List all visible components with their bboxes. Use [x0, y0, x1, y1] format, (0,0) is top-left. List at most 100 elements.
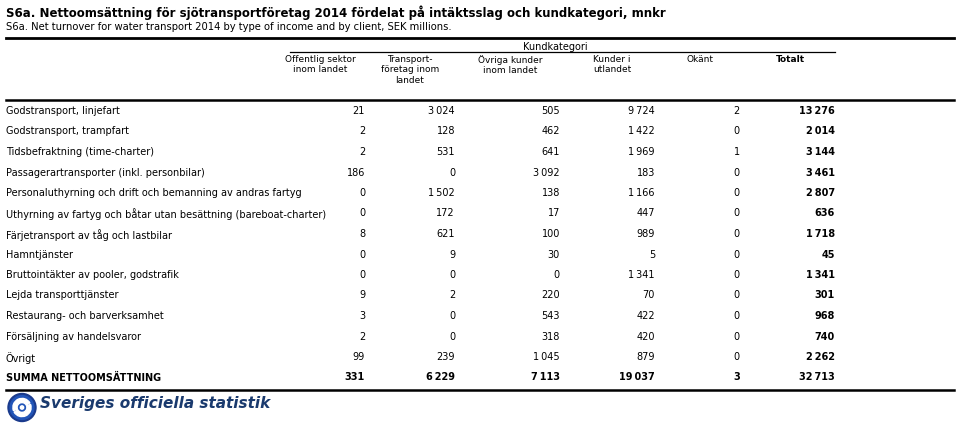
Text: Restaurang- och barverksamhet: Restaurang- och barverksamhet	[6, 311, 164, 321]
Text: 5: 5	[649, 249, 655, 259]
Text: 183: 183	[636, 167, 655, 178]
Text: Övrigt: Övrigt	[6, 352, 36, 364]
Text: 420: 420	[636, 332, 655, 341]
Text: 1: 1	[733, 147, 740, 157]
Text: 447: 447	[636, 209, 655, 218]
Text: 989: 989	[636, 229, 655, 239]
Text: 3: 3	[733, 373, 740, 382]
Text: 13 276: 13 276	[800, 106, 835, 116]
Circle shape	[8, 393, 36, 421]
Text: Lejda transporttjänster: Lejda transporttjänster	[6, 290, 118, 301]
Text: 3 144: 3 144	[806, 147, 835, 157]
Text: Personaluthyrning och drift och bemanning av andras fartyg: Personaluthyrning och drift och bemannin…	[6, 188, 301, 198]
Text: 2: 2	[448, 290, 455, 301]
Text: 0: 0	[733, 311, 740, 321]
Text: 968: 968	[815, 311, 835, 321]
Text: 331: 331	[345, 373, 365, 382]
Text: Kundkategori: Kundkategori	[522, 42, 588, 52]
Text: Totalt: Totalt	[776, 55, 804, 64]
Text: 70: 70	[642, 290, 655, 301]
Text: 186: 186	[347, 167, 365, 178]
Text: 220: 220	[541, 290, 560, 301]
Text: 0: 0	[733, 209, 740, 218]
Text: 128: 128	[437, 126, 455, 137]
Text: 0: 0	[733, 188, 740, 198]
Text: 2: 2	[359, 147, 365, 157]
Text: 2: 2	[733, 106, 740, 116]
Text: 8: 8	[359, 229, 365, 239]
Circle shape	[11, 396, 34, 419]
Text: 422: 422	[636, 311, 655, 321]
Text: 0: 0	[449, 270, 455, 280]
Text: 462: 462	[541, 126, 560, 137]
Text: 0: 0	[733, 167, 740, 178]
Text: 0: 0	[554, 270, 560, 280]
Text: SUMMA NETTOOMSÄTTNING: SUMMA NETTOOMSÄTTNING	[6, 373, 161, 382]
Text: 318: 318	[541, 332, 560, 341]
Text: 636: 636	[815, 209, 835, 218]
Text: Transport-
företag inom
landet: Transport- företag inom landet	[381, 55, 439, 85]
Text: 0: 0	[449, 311, 455, 321]
Text: 172: 172	[437, 209, 455, 218]
Text: 32 713: 32 713	[800, 373, 835, 382]
Text: Färjetransport av tåg och lastbilar: Färjetransport av tåg och lastbilar	[6, 229, 172, 241]
Text: Godstransport, linjefart: Godstransport, linjefart	[6, 106, 120, 116]
Text: 0: 0	[733, 229, 740, 239]
Text: 641: 641	[541, 147, 560, 157]
Text: 7 113: 7 113	[531, 373, 560, 382]
Text: Kunder i
utlandet: Kunder i utlandet	[593, 55, 631, 74]
Text: 740: 740	[815, 332, 835, 341]
Text: 0: 0	[359, 249, 365, 259]
Text: 0: 0	[733, 249, 740, 259]
Text: 1 341: 1 341	[806, 270, 835, 280]
Text: 1 341: 1 341	[629, 270, 655, 280]
Text: 17: 17	[547, 209, 560, 218]
Text: 100: 100	[541, 229, 560, 239]
Text: 30: 30	[548, 249, 560, 259]
Text: 99: 99	[352, 352, 365, 362]
Text: S6a. Net turnover for water transport 2014 by type of income and by client, SEK : S6a. Net turnover for water transport 20…	[6, 22, 451, 32]
Text: 543: 543	[541, 311, 560, 321]
Text: Hamntjänster: Hamntjänster	[6, 249, 73, 259]
Text: Godstransport, trampfart: Godstransport, trampfart	[6, 126, 129, 137]
Text: 1 422: 1 422	[628, 126, 655, 137]
Text: Okänt: Okänt	[686, 55, 713, 64]
Text: 2: 2	[359, 332, 365, 341]
Text: 3 024: 3 024	[428, 106, 455, 116]
Text: 3 461: 3 461	[806, 167, 835, 178]
Text: 3 092: 3 092	[534, 167, 560, 178]
Text: 1 045: 1 045	[534, 352, 560, 362]
Text: 531: 531	[437, 147, 455, 157]
Circle shape	[20, 406, 24, 409]
Text: 1 502: 1 502	[428, 188, 455, 198]
Text: 301: 301	[815, 290, 835, 301]
Text: Övriga kunder
inom landet: Övriga kunder inom landet	[478, 55, 542, 75]
Text: Passagerartransporter (inkl. personbilar): Passagerartransporter (inkl. personbilar…	[6, 167, 204, 178]
Text: 879: 879	[636, 352, 655, 362]
Text: 2 807: 2 807	[805, 188, 835, 198]
Text: 3: 3	[359, 311, 365, 321]
Wedge shape	[14, 404, 31, 417]
Text: 0: 0	[449, 167, 455, 178]
Text: 6 229: 6 229	[426, 373, 455, 382]
Text: 0: 0	[733, 332, 740, 341]
Text: 1 718: 1 718	[805, 229, 835, 239]
Text: 9 724: 9 724	[628, 106, 655, 116]
Text: 21: 21	[352, 106, 365, 116]
Text: Offentlig sektor
inom landet: Offentlig sektor inom landet	[284, 55, 355, 74]
Text: 1 969: 1 969	[629, 147, 655, 157]
Text: Uthyrning av fartyg och båtar utan besättning (bareboat-charter): Uthyrning av fartyg och båtar utan besät…	[6, 209, 326, 220]
Text: 0: 0	[733, 270, 740, 280]
Text: 9: 9	[359, 290, 365, 301]
Text: 2 262: 2 262	[806, 352, 835, 362]
Text: 0: 0	[359, 188, 365, 198]
Text: 0: 0	[733, 352, 740, 362]
Text: S6a. Nettoomsättning för sjötransportföretag 2014 fördelat på intäktsslag och ku: S6a. Nettoomsättning för sjötransportför…	[6, 5, 665, 20]
Text: 505: 505	[541, 106, 560, 116]
Text: 0: 0	[359, 270, 365, 280]
Text: 0: 0	[733, 290, 740, 301]
Text: 2: 2	[359, 126, 365, 137]
Wedge shape	[12, 399, 30, 410]
Text: 1 166: 1 166	[629, 188, 655, 198]
Text: Försäljning av handelsvaror: Försäljning av handelsvaror	[6, 332, 141, 341]
